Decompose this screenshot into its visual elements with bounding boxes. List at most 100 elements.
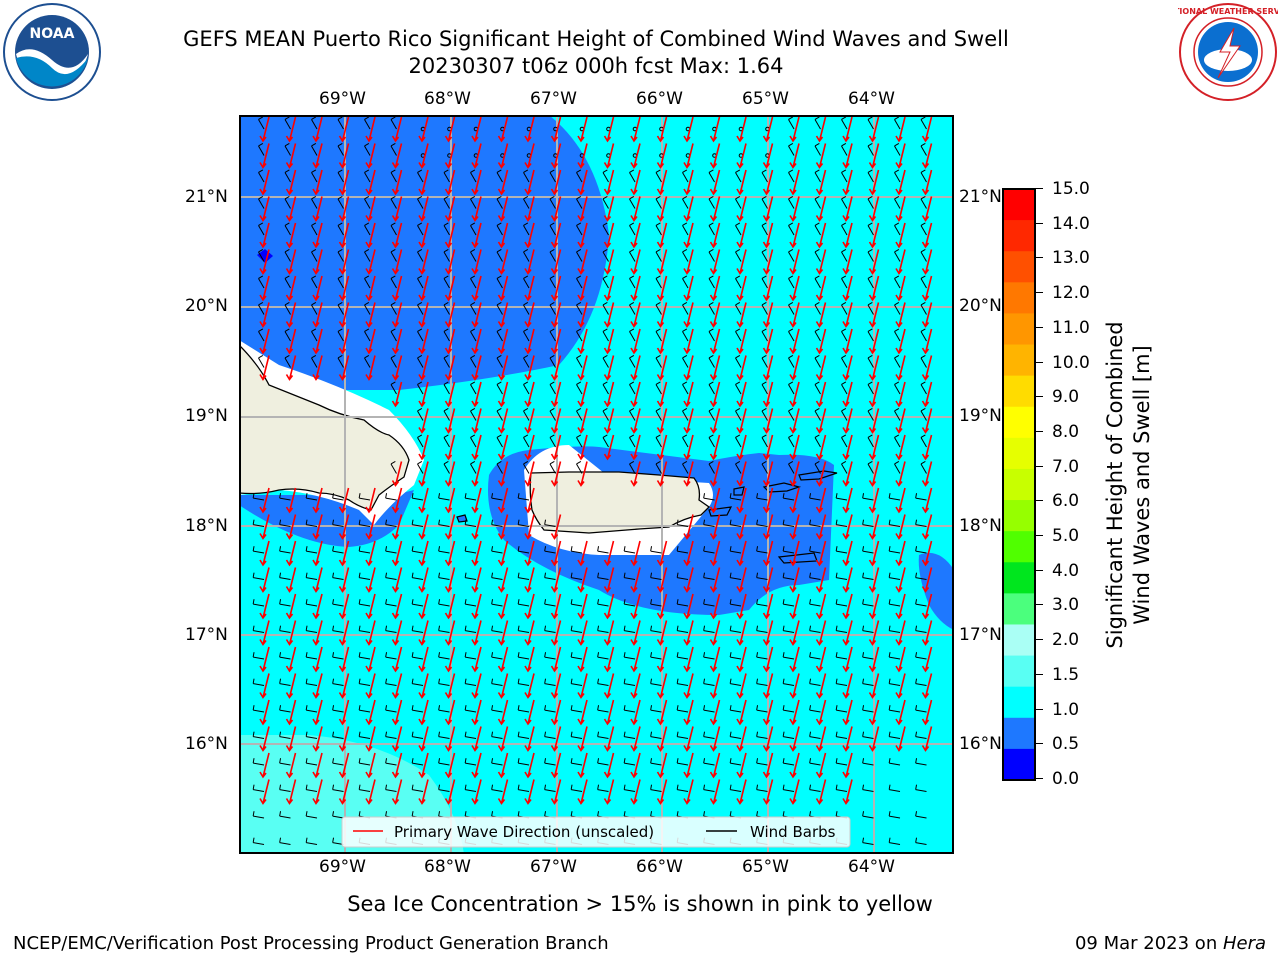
- wave-direction-arrow: [259, 752, 270, 779]
- wind-barb: [756, 709, 768, 713]
- vector-glyph: [920, 461, 933, 487]
- vector-glyph: [549, 355, 562, 381]
- wind-barb-flag: [358, 519, 361, 525]
- wind-barb-flag: [417, 169, 423, 173]
- wind-barb-flag: [385, 784, 388, 790]
- wind-barb-flag: [650, 758, 653, 764]
- wind-barb-flag: [623, 811, 626, 817]
- wind-barb: [443, 198, 450, 209]
- wind-barb-flag: [491, 731, 494, 737]
- wind-barb: [390, 463, 397, 474]
- wave-direction-arrow: [312, 646, 323, 673]
- vector-glyph: [279, 646, 297, 673]
- wind-barb-flag: [385, 519, 388, 525]
- wind-barb-flag: [364, 196, 370, 200]
- wind-barb-flag: [788, 249, 794, 253]
- wind-barb-flag: [915, 652, 918, 658]
- colorbar-segment: [1003, 406, 1035, 439]
- lon-tick-top: 67°W: [530, 89, 577, 109]
- wind-barb: [735, 172, 742, 183]
- wave-direction-arrow: [842, 487, 853, 514]
- wind-barb: [306, 736, 318, 739]
- wind-barb: [682, 410, 689, 421]
- vector-glyph: [676, 593, 694, 620]
- wind-barb-flag: [756, 493, 759, 499]
- wind-barb-flag: [650, 625, 653, 631]
- wind-barb-flag: [761, 222, 767, 226]
- wind-barb: [889, 550, 901, 554]
- wave-direction-arrow: [312, 116, 323, 143]
- wind-barb: [576, 278, 583, 289]
- wind-barb: [624, 577, 636, 580]
- wave-direction-arrow: [921, 328, 933, 355]
- wind-barb-flag: [862, 546, 865, 552]
- wind-barb-flag: [549, 461, 555, 465]
- vector-glyph: [735, 434, 747, 461]
- wind-barb-flag: [517, 784, 520, 790]
- vector-glyph: [337, 196, 350, 222]
- wind-barb: [549, 278, 556, 289]
- wind-barb: [783, 762, 795, 766]
- wave-direction-arrow: [815, 302, 827, 328]
- vector-glyph: [915, 514, 933, 540]
- wave-direction-arrow: [285, 514, 297, 540]
- wind-barb-flag: [920, 434, 926, 438]
- wind-barb: [523, 410, 530, 421]
- vector-glyph: [385, 620, 403, 646]
- vector-glyph: [629, 302, 641, 328]
- vector-glyph: [676, 567, 694, 593]
- wave-direction-arrow: [577, 196, 588, 222]
- wave-direction-arrow: [365, 487, 376, 514]
- wind-barb-flag: [549, 275, 555, 279]
- wave-direction-arrow: [921, 302, 933, 328]
- wind-barb-flag: [862, 731, 865, 737]
- wave-direction-arrow: [789, 620, 800, 646]
- wind-barb: [496, 172, 503, 183]
- wind-barb-flag: [358, 599, 361, 605]
- vector-glyph: [332, 811, 344, 819]
- wind-barb-flag: [597, 811, 600, 817]
- wind-barb-flag: [756, 758, 759, 764]
- wind-barb-flag: [597, 599, 600, 605]
- wind-barb: [496, 463, 503, 474]
- wind-barb: [390, 304, 397, 315]
- vector-glyph: [650, 540, 668, 567]
- wave-direction-arrow: [365, 620, 376, 646]
- wave-direction-arrow: [842, 143, 853, 169]
- vector-glyph: [597, 620, 615, 646]
- vector-glyph: [385, 487, 403, 514]
- wind-barb: [915, 842, 927, 845]
- vector-glyph: [894, 169, 906, 196]
- wind-barb-flag: [332, 758, 335, 764]
- wind-barb: [814, 357, 821, 368]
- wind-barb: [629, 463, 636, 474]
- wind-barb: [279, 550, 291, 554]
- vector-glyph: [623, 699, 641, 726]
- wind-barb: [438, 630, 450, 633]
- vector-glyph: [655, 461, 668, 487]
- wind-barb: [814, 437, 821, 448]
- wind-barb-flag: [544, 678, 547, 684]
- wind-barb: [306, 577, 318, 580]
- vector-glyph: [756, 673, 774, 699]
- vector-glyph: [814, 116, 827, 143]
- wave-direction-arrow: [736, 434, 747, 461]
- vector-glyph: [549, 169, 562, 196]
- vector-glyph: [390, 328, 403, 355]
- wind-barb-flag: [788, 116, 794, 120]
- wave-direction-arrow: [338, 116, 350, 143]
- vector-glyph: [464, 673, 482, 699]
- wave-direction-arrow: [471, 302, 482, 328]
- wave-direction-arrow: [815, 328, 827, 355]
- vector-glyph: [862, 811, 874, 819]
- wind-barb: [571, 630, 583, 633]
- vector-glyph: [835, 620, 853, 646]
- vector-glyph: [888, 646, 906, 673]
- wave-direction-arrow: [630, 328, 641, 355]
- wave-direction-arrow: [815, 752, 827, 779]
- hispaniola-land: [239, 344, 410, 511]
- wind-barb-flag: [814, 116, 820, 120]
- vector-glyph: [523, 196, 535, 222]
- wave-direction-arrow: [736, 461, 747, 487]
- vector-glyph: [862, 726, 880, 752]
